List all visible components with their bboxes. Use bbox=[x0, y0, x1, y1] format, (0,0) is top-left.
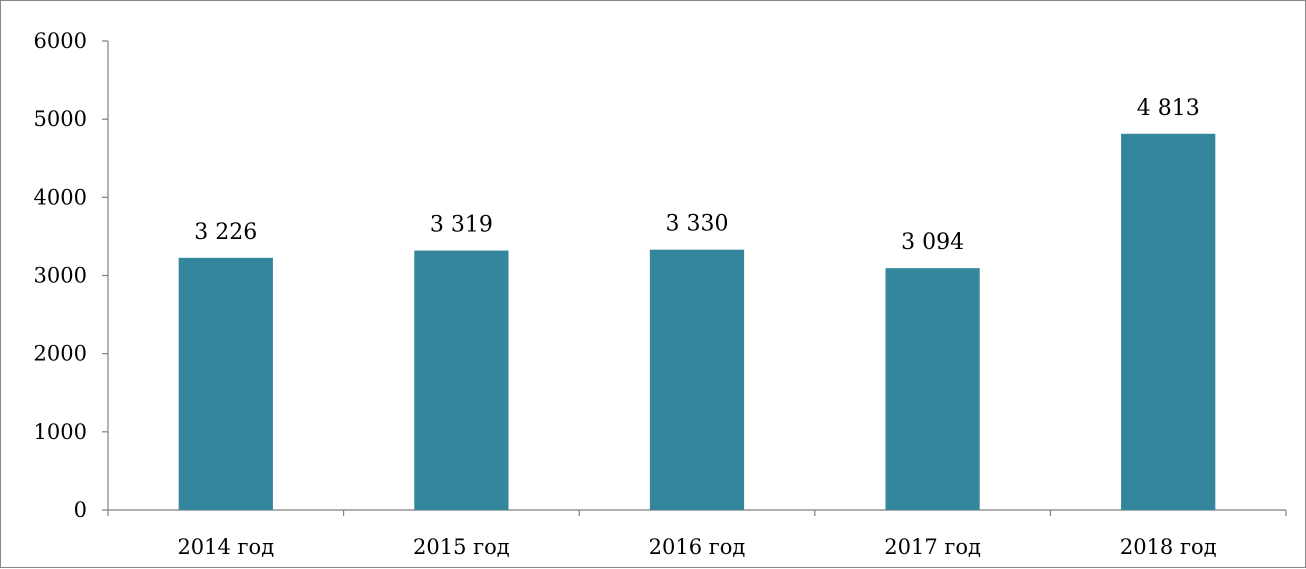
y-tick-label: 6000 bbox=[34, 29, 87, 53]
bar bbox=[885, 268, 980, 510]
data-label: 3 094 bbox=[901, 230, 964, 255]
y-axis: 0 1000 2000 3000 4000 5000 6000 bbox=[34, 29, 109, 522]
data-labels: 3 226 3 319 3 330 3 094 4 813 bbox=[194, 96, 1199, 255]
x-tick-label: 2014 год bbox=[177, 535, 274, 559]
bar bbox=[178, 257, 273, 510]
y-tick-label: 5000 bbox=[34, 107, 87, 131]
y-tick-label: 4000 bbox=[34, 185, 87, 209]
x-tick-label: 2017 год bbox=[884, 535, 981, 559]
y-tick-label: 0 bbox=[74, 498, 87, 522]
data-label: 4 813 bbox=[1137, 96, 1200, 121]
bar bbox=[414, 250, 509, 511]
bars bbox=[178, 133, 1216, 511]
x-tick-label: 2015 год bbox=[413, 535, 510, 559]
x-axis: 2014 год 2015 год 2016 год 2017 год 2018 год bbox=[107, 509, 1287, 559]
x-tick-label: 2018 год bbox=[1120, 535, 1217, 559]
y-tick-label: 1000 bbox=[34, 420, 87, 444]
bar bbox=[1121, 133, 1216, 511]
x-tick-label: 2016 год bbox=[649, 535, 746, 559]
data-label: 3 226 bbox=[194, 220, 257, 245]
bar bbox=[649, 249, 745, 510]
y-tick-label: 3000 bbox=[34, 264, 87, 288]
y-tick-label: 2000 bbox=[34, 342, 87, 366]
data-label: 3 330 bbox=[666, 212, 729, 237]
data-label: 3 319 bbox=[430, 213, 493, 238]
